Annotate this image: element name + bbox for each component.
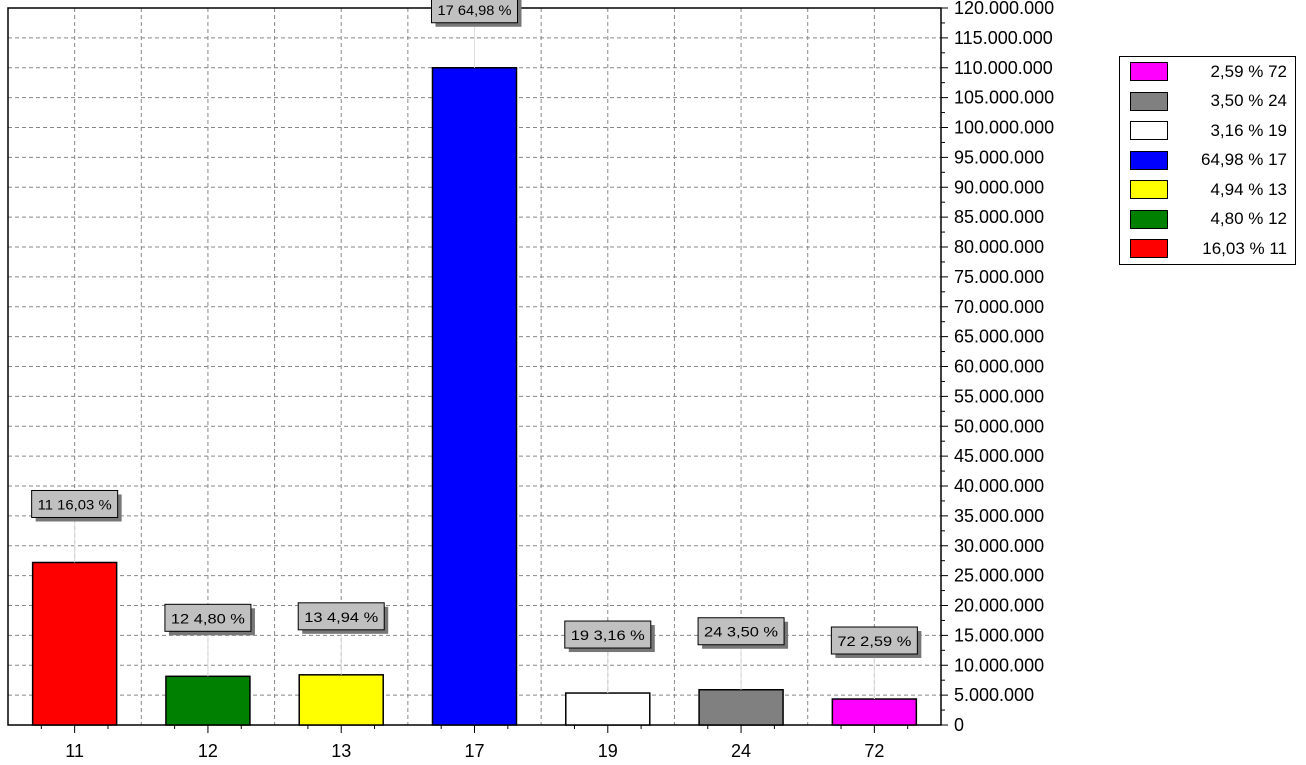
data-label: 12 4,80 % <box>171 610 245 626</box>
legend-swatch <box>1130 62 1168 82</box>
legend-swatch <box>1130 239 1168 259</box>
y-tick-label: 45.000.000 <box>954 446 1044 466</box>
legend-item: 4,80 % 12 <box>1120 205 1295 235</box>
y-tick-label: 85.000.000 <box>954 207 1044 227</box>
bar <box>431 67 518 726</box>
y-tick-label: 35.000.000 <box>954 506 1044 526</box>
data-label: 17 64,98 % <box>438 2 512 18</box>
legend-swatch <box>1130 209 1168 229</box>
y-tick-label: 60.000.000 <box>954 357 1044 377</box>
bar <box>698 688 784 726</box>
legend: 2,59 % 72 3,50 % 24 3,16 % 19 64,98 % 17 4,9… <box>1119 56 1296 265</box>
data-label-box <box>830 626 918 655</box>
bar <box>31 561 118 726</box>
legend-label: 4,80 % 12 <box>1210 209 1287 229</box>
y-axis: 0 5.000.000 10.000.000 15.000.000 20.000.000… <box>941 0 1054 735</box>
y-tick-label: 95.000.000 <box>954 147 1044 167</box>
data-label: 11 16,03 % <box>38 496 112 512</box>
data-label: 72 2,59 % <box>837 633 911 649</box>
legend-swatch <box>1130 150 1168 170</box>
data-labels: 11 16,03 % 12 4,80 % 13 4,94 % 17 64,98 % 19… <box>31 0 922 700</box>
x-tick-label: 24 <box>731 741 751 761</box>
x-tick-label: 11 <box>65 741 84 761</box>
data-label-box <box>31 489 119 518</box>
y-tick-label: 40.000.000 <box>954 476 1044 496</box>
y-tick-label: 55.000.000 <box>954 386 1044 406</box>
legend-item: 16,03 % 11 <box>1120 234 1295 264</box>
bar <box>565 692 651 726</box>
y-tick-label: 105.000.000 <box>954 88 1054 108</box>
legend-item: 4,94 % 13 <box>1120 175 1295 205</box>
x-tick-label: 19 <box>598 741 618 761</box>
y-tick-label: 50.000.000 <box>954 416 1044 436</box>
data-label: 24 3,50 % <box>704 624 778 640</box>
y-tick-label: 15.000.000 <box>954 625 1044 645</box>
legend-label: 3,50 % 24 <box>1210 91 1287 111</box>
legend-label: 2,59 % 72 <box>1210 61 1287 81</box>
grid-lines <box>8 7 941 725</box>
bar <box>298 674 384 726</box>
x-tick-label: 13 <box>331 741 351 761</box>
y-tick-label: 10.000.000 <box>954 655 1044 675</box>
data-label-box <box>297 602 385 631</box>
data-label: 19 3,16 % <box>571 627 645 643</box>
y-tick-label: 30.000.000 <box>954 536 1044 556</box>
y-tick-label: 115.000.000 <box>954 28 1053 48</box>
y-tick-label: 0 <box>954 715 964 735</box>
y-tick-label: 90.000.000 <box>954 177 1044 197</box>
legend-label: 64,98 % 17 <box>1200 150 1287 170</box>
data-label-box <box>164 603 252 632</box>
legend-label: 4,94 % 13 <box>1210 179 1287 199</box>
y-tick-label: 100.000.000 <box>954 118 1054 138</box>
legend-item: 3,16 % 19 <box>1120 116 1295 146</box>
y-tick-label: 75.000.000 <box>954 267 1044 287</box>
legend-label: 16,03 % 11 <box>1202 238 1287 258</box>
y-tick-label: 65.000.000 <box>954 327 1044 347</box>
x-axis: 11 12 13 17 19 24 72 <box>40 725 909 761</box>
y-tick-label: 120.000.000 <box>954 0 1054 18</box>
legend-swatch <box>1130 91 1168 111</box>
x-tick-label: 72 <box>864 741 884 761</box>
y-tick-label: 110.000.000 <box>954 58 1053 78</box>
y-tick-label: 70.000.000 <box>954 297 1044 317</box>
legend-item: 64,98 % 17 <box>1120 146 1295 176</box>
legend-swatch <box>1130 180 1168 200</box>
data-label: 13 4,94 % <box>304 609 378 625</box>
x-tick-label: 12 <box>198 741 218 761</box>
bars <box>31 67 918 726</box>
data-label-box <box>431 0 518 24</box>
legend-item: 3,50 % 24 <box>1120 87 1295 117</box>
legend-swatch <box>1130 121 1168 141</box>
y-tick-label: 5.000.000 <box>954 685 1034 705</box>
y-tick-label: 20.000.000 <box>954 596 1044 616</box>
data-label-box <box>564 620 652 649</box>
legend-label: 3,16 % 19 <box>1210 120 1287 140</box>
bar <box>831 698 918 726</box>
bar <box>165 675 251 726</box>
x-tick-label: 17 <box>464 741 484 761</box>
data-label-box <box>697 617 785 646</box>
y-tick-label: 80.000.000 <box>954 237 1044 257</box>
legend-item: 2,59 % 72 <box>1120 57 1295 87</box>
y-tick-label: 25.000.000 <box>954 566 1044 586</box>
